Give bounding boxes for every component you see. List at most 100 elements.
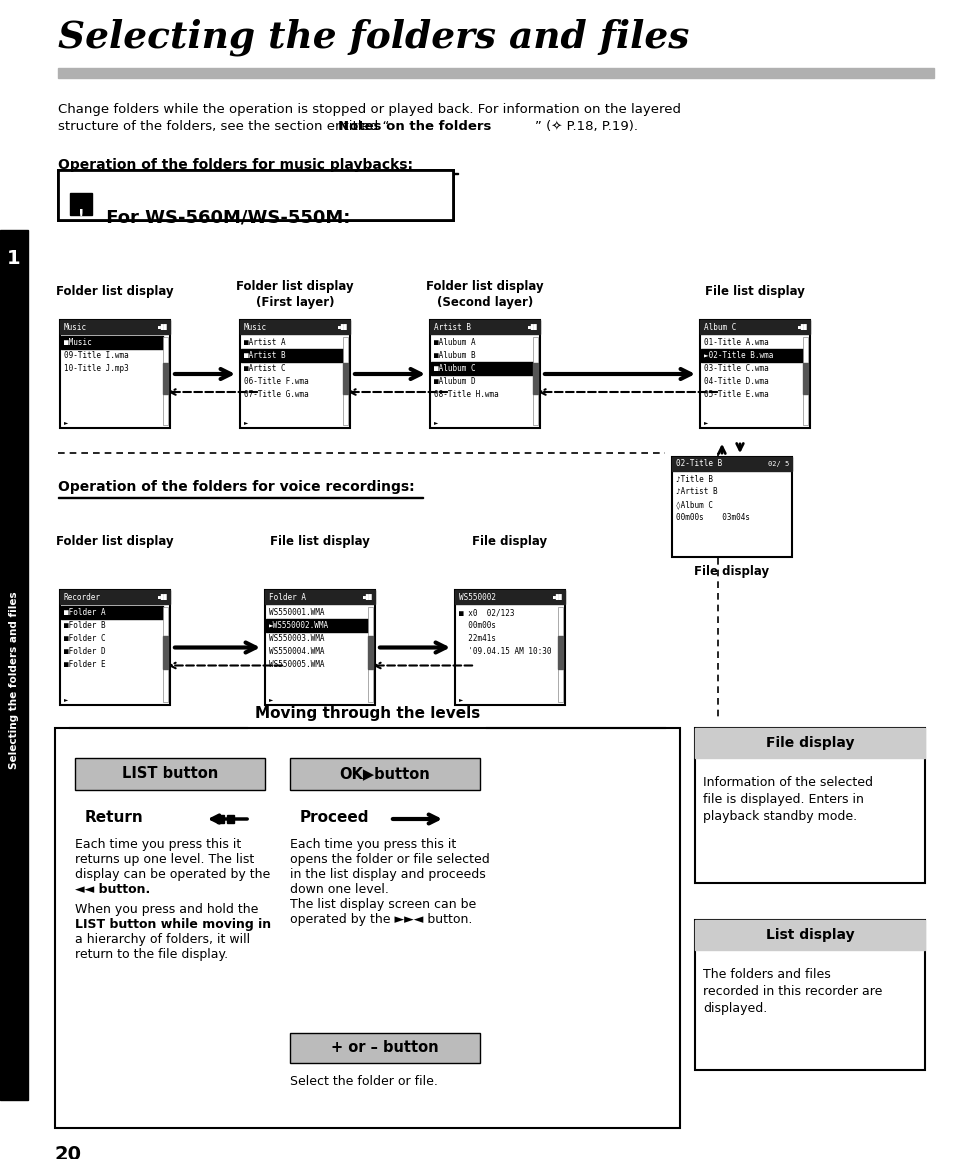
Bar (290, 1033, 479, 1063)
Text: display can be operated by the: display can be operated by the (75, 868, 270, 881)
Text: File display: File display (694, 564, 769, 578)
Text: Recorder: Recorder (64, 592, 101, 602)
Text: file is displayed. Enters in: file is displayed. Enters in (702, 793, 863, 806)
Bar (671, 457, 791, 471)
Text: Change folders while the operation is stopped or played back. For information on: Change folders while the operation is st… (58, 103, 680, 116)
Bar (802, 337, 807, 425)
Text: For WS-560M/WS-550M:: For WS-560M/WS-550M: (100, 207, 350, 226)
Text: ■Alubum A: ■Alubum A (434, 338, 476, 347)
Text: ►02-Title B.wma: ►02-Title B.wma (703, 351, 773, 360)
Text: WS550003.WMA: WS550003.WMA (269, 634, 324, 643)
Bar (55, 728, 679, 1128)
Text: ■Artist C: ■Artist C (244, 364, 285, 373)
Bar (60, 590, 170, 705)
Text: 22m41s: 22m41s (458, 634, 496, 643)
Text: File list display: File list display (704, 285, 804, 298)
Text: ♪Title B: ♪Title B (676, 474, 712, 483)
Text: Operation of the folders for voice recordings:: Operation of the folders for voice recor… (58, 480, 415, 494)
Bar (58, 68, 933, 78)
Text: WS550002: WS550002 (458, 592, 496, 602)
Text: Music: Music (244, 322, 267, 331)
Text: 09-Title I.wma: 09-Title I.wma (64, 351, 129, 360)
Bar (227, 815, 233, 823)
Text: !: ! (77, 207, 84, 223)
Text: ■Folder D: ■Folder D (64, 647, 106, 656)
Text: '09.04.15 AM 10:30: '09.04.15 AM 10:30 (458, 647, 551, 656)
Text: Music: Music (64, 322, 87, 331)
Text: Notes on the folders: Notes on the folders (337, 121, 491, 133)
Bar (431, 362, 533, 376)
Bar (533, 364, 537, 394)
Text: recorded in this recorder are: recorded in this recorder are (702, 985, 882, 998)
Text: The list display screen can be: The list display screen can be (290, 898, 476, 911)
Bar (290, 758, 479, 790)
Text: LIST button while moving in: LIST button while moving in (75, 918, 271, 931)
Bar (60, 590, 170, 604)
Text: ►: ► (244, 421, 248, 425)
Text: 10-Title J.mp3: 10-Title J.mp3 (64, 364, 129, 373)
Text: operated by the ►►◄ button.: operated by the ►►◄ button. (290, 913, 472, 926)
Text: playback standby mode.: playback standby mode. (702, 810, 856, 823)
Text: Moving through the levels: Moving through the levels (254, 706, 479, 721)
Text: ►WS550002.WMA: ►WS550002.WMA (269, 621, 329, 630)
Text: a hierarchy of folders, it will: a hierarchy of folders, it will (75, 933, 250, 946)
Bar (700, 320, 809, 428)
Bar (695, 728, 924, 883)
Text: Operation of the folders for music playbacks:: Operation of the folders for music playb… (58, 158, 413, 172)
Text: ■██: ■██ (158, 595, 167, 600)
Text: 20: 20 (55, 1145, 82, 1159)
Text: ■Alubum C: ■Alubum C (434, 364, 476, 373)
Text: returns up one level. The list: returns up one level. The list (75, 853, 254, 866)
Text: 02-Title B: 02-Title B (676, 459, 721, 468)
Text: 06-Title F.wma: 06-Title F.wma (244, 377, 309, 386)
Text: ■██: ■██ (363, 595, 372, 600)
Text: down one level.: down one level. (290, 883, 389, 896)
Text: opens the folder or file selected: opens the folder or file selected (290, 853, 489, 866)
Text: OK▶button: OK▶button (339, 766, 430, 781)
Text: File display: File display (472, 535, 547, 548)
Text: Selecting the folders and files: Selecting the folders and files (58, 19, 689, 56)
Text: ►: ► (64, 698, 69, 702)
Text: 01-Title A.wma: 01-Title A.wma (703, 338, 768, 347)
Text: 00m00s    03m04s: 00m00s 03m04s (676, 513, 749, 523)
Bar (266, 619, 368, 632)
Text: Each time you press this it: Each time you press this it (290, 838, 456, 851)
Text: 1: 1 (8, 248, 21, 268)
Bar (241, 349, 343, 362)
Text: WS550004.WMA: WS550004.WMA (269, 647, 324, 656)
Bar (695, 920, 924, 950)
Text: File list display: File list display (270, 535, 370, 548)
Bar (533, 337, 537, 425)
FancyBboxPatch shape (58, 170, 453, 220)
Text: ♪Artist B: ♪Artist B (676, 488, 717, 496)
Text: ►: ► (434, 421, 437, 425)
Text: displayed.: displayed. (702, 1003, 766, 1015)
Text: 03-Title C.wma: 03-Title C.wma (703, 364, 768, 373)
Bar (0, 229, 28, 1100)
Text: ►: ► (64, 421, 69, 425)
Text: ■Artist A: ■Artist A (244, 338, 285, 347)
Text: Select the folder or file.: Select the folder or file. (290, 1076, 437, 1088)
Text: ■██: ■██ (338, 325, 347, 330)
Text: ■Artist B: ■Artist B (244, 351, 285, 360)
Bar (163, 635, 168, 669)
Text: Folder list display: Folder list display (56, 535, 173, 548)
Text: The folders and files: The folders and files (702, 968, 830, 981)
Bar (61, 336, 163, 349)
Bar (70, 194, 91, 216)
Text: ■Folder B: ■Folder B (64, 621, 106, 630)
Text: ■Folder A: ■Folder A (64, 608, 106, 617)
Text: Selecting the folders and files: Selecting the folders and files (9, 591, 19, 768)
Text: ■Folder E: ■Folder E (64, 659, 106, 669)
Text: File display: File display (765, 736, 853, 750)
Bar (455, 590, 564, 604)
Text: return to the file display.: return to the file display. (75, 948, 228, 961)
Bar (368, 607, 373, 702)
Text: ■Alubum D: ■Alubum D (434, 377, 476, 386)
Text: Folder list display: Folder list display (56, 285, 173, 298)
Text: ■██: ■██ (528, 325, 537, 330)
Text: ►: ► (269, 698, 273, 702)
Bar (430, 320, 539, 334)
Text: ■██: ■██ (798, 325, 806, 330)
Bar (700, 349, 802, 362)
